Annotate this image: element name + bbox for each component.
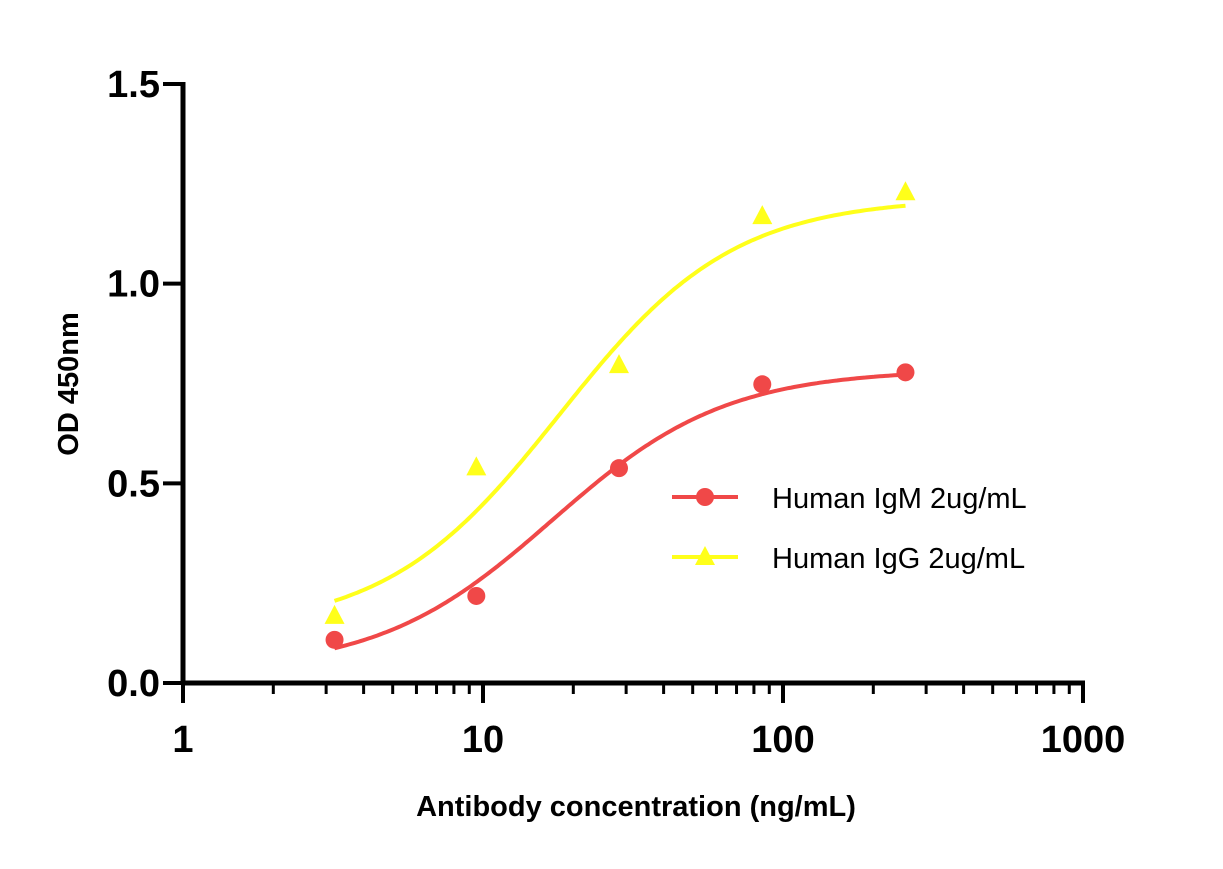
x-axis-title: Antibody concentration (ng/mL) [416, 791, 856, 823]
x-tick-label: 100 [751, 719, 814, 761]
y-tick-label: 0.5 [107, 463, 160, 505]
y-tick-label: 1.0 [107, 264, 160, 306]
data-point [608, 354, 629, 374]
legend-marker [695, 546, 715, 565]
data-points [324, 181, 916, 649]
data-point [752, 205, 773, 225]
legend-label: Human IgG 2ug/mL [772, 543, 1025, 575]
x-tick-label: 1000 [1041, 719, 1126, 761]
data-point [467, 586, 486, 605]
axes [163, 82, 1085, 703]
y-tick-label: 0.0 [107, 663, 160, 705]
data-point [609, 459, 628, 478]
legend-label: Human IgM 2ug/mL [772, 483, 1027, 515]
data-point [325, 630, 344, 649]
legend-marker [696, 488, 714, 506]
data-point [466, 456, 487, 476]
tick-labels: 1 10 100 1000 0.0 0.5 1.0 1.5 [107, 64, 1125, 761]
data-point [896, 363, 915, 382]
data-point [895, 181, 916, 201]
data-point [753, 375, 772, 394]
data-point [324, 604, 345, 624]
x-tick-label: 1 [172, 719, 193, 761]
y-axis-title: OD 450nm [53, 312, 85, 455]
fit-curve-2 [333, 203, 906, 603]
x-tick-label: 10 [462, 719, 504, 761]
legend: Human IgM 2ug/mL Human IgG 2ug/mL [672, 483, 1027, 575]
fit-curves [333, 203, 906, 651]
y-tick-label: 1.5 [107, 64, 160, 106]
